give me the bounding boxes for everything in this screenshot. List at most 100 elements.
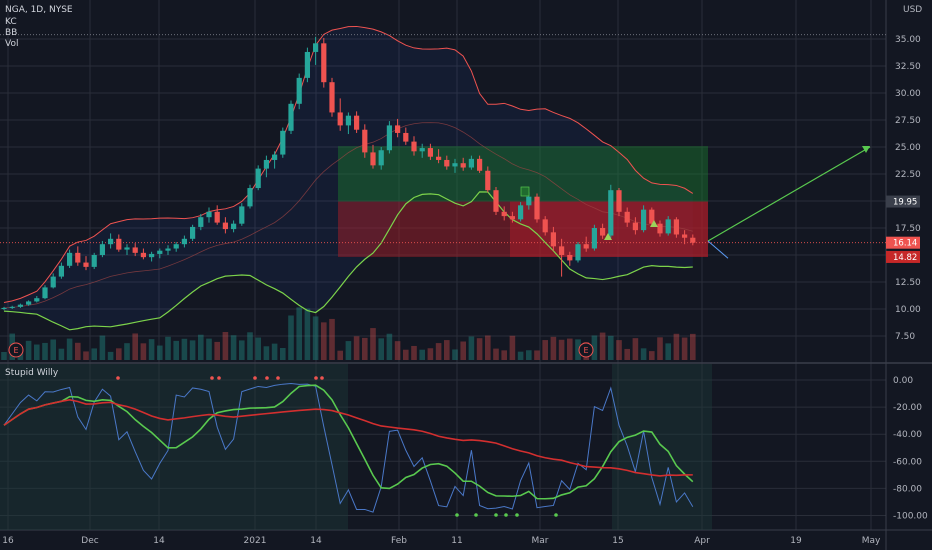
candle[interactable] [485, 166, 491, 193]
candle-body [673, 219, 679, 235]
volume-bar [386, 333, 393, 360]
candle[interactable] [468, 155, 474, 170]
candle[interactable] [411, 136, 417, 156]
candle[interactable] [214, 205, 220, 225]
candle[interactable] [17, 303, 23, 308]
candle[interactable] [501, 206, 507, 221]
candle[interactable] [452, 158, 458, 173]
candle[interactable] [165, 245, 171, 255]
candle[interactable] [140, 248, 146, 260]
candle[interactable] [288, 100, 294, 135]
willy-tick-label: -100.00 [893, 512, 928, 522]
candle[interactable] [222, 217, 228, 234]
candle[interactable] [1, 306, 7, 311]
candle[interactable] [534, 193, 540, 223]
candle[interactable] [632, 217, 638, 235]
candle[interactable] [649, 207, 655, 227]
candle[interactable] [690, 234, 696, 246]
candle[interactable] [58, 262, 64, 279]
candle[interactable] [26, 300, 32, 306]
candle[interactable] [239, 203, 245, 226]
candle[interactable] [386, 121, 392, 154]
candle[interactable] [608, 184, 614, 238]
price-tick-label: 25.00 [895, 143, 921, 153]
candle[interactable] [370, 144, 376, 169]
earnings-marker[interactable]: E [578, 342, 594, 358]
candle[interactable] [542, 216, 548, 236]
candle[interactable] [231, 220, 237, 233]
candle[interactable] [657, 220, 663, 237]
candle[interactable] [575, 242, 581, 263]
candle[interactable] [247, 184, 253, 209]
earnings-marker[interactable]: E [8, 342, 24, 358]
candle[interactable] [477, 155, 483, 173]
candle[interactable] [83, 256, 89, 271]
candle[interactable] [313, 36, 319, 65]
candle[interactable] [157, 248, 163, 259]
candle[interactable] [509, 211, 515, 223]
candle[interactable] [9, 305, 15, 309]
indicator-kc[interactable]: KC [5, 17, 17, 27]
candle[interactable] [567, 251, 573, 266]
lower-pane-title[interactable]: Stupid Willy [5, 368, 59, 378]
candle-body [550, 232, 556, 247]
candle[interactable] [493, 186, 499, 216]
candle[interactable] [304, 47, 310, 83]
candle[interactable] [427, 143, 433, 160]
candle[interactable] [149, 251, 155, 262]
candle[interactable] [518, 202, 524, 222]
candle[interactable] [206, 207, 212, 223]
candle[interactable] [132, 243, 138, 257]
candle[interactable] [116, 234, 122, 252]
indicator-vol[interactable]: Vol [5, 39, 19, 49]
candle[interactable] [42, 285, 48, 300]
candle[interactable] [34, 296, 40, 303]
candle[interactable] [75, 246, 81, 266]
candle[interactable] [337, 98, 343, 131]
candle[interactable] [641, 205, 647, 233]
candle[interactable] [591, 224, 597, 251]
candle[interactable] [403, 127, 409, 145]
candle[interactable] [362, 124, 368, 158]
candle[interactable] [444, 155, 450, 170]
candle[interactable] [181, 235, 187, 248]
candle[interactable] [354, 111, 360, 133]
candle[interactable] [550, 226, 556, 251]
time-tick-label: Dec [81, 536, 98, 546]
candle[interactable] [190, 224, 196, 241]
candle[interactable] [296, 73, 302, 110]
candle[interactable] [616, 188, 622, 217]
candle[interactable] [255, 165, 261, 191]
candle[interactable] [665, 216, 671, 236]
candle[interactable] [559, 238, 565, 277]
candle[interactable] [108, 233, 114, 249]
candle[interactable] [124, 244, 130, 255]
candle[interactable] [378, 147, 384, 170]
candle[interactable] [321, 37, 327, 88]
candle[interactable] [583, 236, 589, 252]
candle[interactable] [173, 242, 179, 252]
candle[interactable] [436, 149, 442, 164]
candle[interactable] [272, 151, 278, 169]
stop-arrow-line [707, 240, 729, 259]
candle[interactable] [67, 249, 73, 268]
volume-bar [534, 350, 540, 360]
candle[interactable] [263, 155, 269, 178]
candle[interactable] [682, 230, 688, 245]
candle[interactable] [91, 252, 97, 270]
candle[interactable] [198, 213, 204, 231]
candle[interactable] [419, 143, 425, 158]
volume-bars [1, 307, 696, 360]
candle[interactable] [345, 112, 351, 135]
candle[interactable] [600, 223, 606, 239]
indicator-bb[interactable]: BB [5, 28, 18, 38]
candle[interactable] [624, 207, 630, 227]
candle[interactable] [395, 118, 401, 138]
candle[interactable] [329, 77, 335, 117]
candle[interactable] [673, 217, 679, 238]
candle[interactable] [99, 240, 105, 258]
candle[interactable] [280, 127, 286, 158]
candle[interactable] [50, 273, 56, 289]
candle[interactable] [460, 157, 466, 171]
